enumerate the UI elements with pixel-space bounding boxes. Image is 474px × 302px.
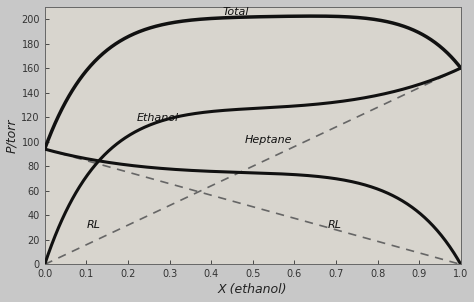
Text: Ethanol: Ethanol (136, 113, 178, 123)
Text: RL: RL (328, 220, 342, 230)
Text: Total: Total (223, 7, 249, 17)
Y-axis label: P/torr: P/torr (6, 118, 18, 153)
Text: Heptane: Heptane (245, 135, 292, 145)
X-axis label: X (ethanol): X (ethanol) (218, 284, 288, 297)
Text: RL: RL (86, 220, 100, 230)
